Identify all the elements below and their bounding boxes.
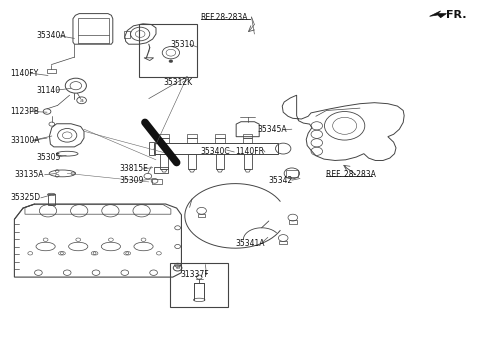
Text: 31337F: 31337F — [180, 270, 209, 279]
Bar — [139, 24, 197, 76]
Text: 33815E: 33815E — [119, 165, 148, 173]
Bar — [286, 170, 298, 177]
Text: 35341A: 35341A — [235, 239, 264, 248]
Text: 31140: 31140 — [36, 86, 60, 95]
Bar — [170, 263, 228, 307]
Bar — [124, 31, 130, 38]
Bar — [188, 154, 196, 169]
Text: 35340C: 35340C — [201, 148, 230, 156]
Bar — [48, 194, 55, 205]
Text: 1123PB: 1123PB — [11, 107, 39, 116]
Bar — [149, 142, 155, 155]
Text: 35305: 35305 — [36, 153, 61, 162]
Bar — [243, 134, 252, 138]
Bar — [215, 138, 225, 143]
Text: REF.28-283A: REF.28-283A — [201, 13, 248, 21]
Text: FR.: FR. — [446, 10, 467, 20]
Bar — [159, 138, 169, 143]
Text: a: a — [80, 98, 84, 103]
Text: 35342: 35342 — [269, 176, 293, 185]
Text: 33100A: 33100A — [11, 136, 40, 145]
Bar — [215, 134, 225, 138]
Bar — [154, 167, 168, 173]
Bar — [198, 214, 205, 217]
Text: B: B — [176, 266, 180, 270]
Text: 1140FR: 1140FR — [235, 148, 264, 156]
Bar — [159, 134, 169, 138]
Bar — [243, 138, 252, 143]
Bar — [160, 154, 168, 169]
Text: 35312K: 35312K — [163, 78, 192, 87]
Text: 35310: 35310 — [170, 40, 195, 49]
Text: 35309: 35309 — [119, 176, 144, 185]
Bar — [47, 69, 56, 73]
Bar — [279, 241, 287, 244]
Bar — [154, 143, 278, 154]
Polygon shape — [430, 11, 446, 18]
Text: 35345A: 35345A — [257, 125, 287, 134]
Text: 35325D: 35325D — [11, 193, 41, 202]
Bar — [187, 138, 197, 143]
Circle shape — [169, 60, 173, 63]
Text: 35340A: 35340A — [36, 31, 66, 40]
Bar — [244, 154, 252, 169]
Bar — [289, 220, 297, 224]
Bar — [187, 134, 197, 138]
Bar — [216, 154, 224, 169]
Text: 33135A: 33135A — [14, 170, 44, 179]
Bar — [152, 178, 162, 184]
Bar — [78, 18, 109, 35]
Text: REF. 28-283A: REF. 28-283A — [326, 170, 376, 178]
Text: 1140FY: 1140FY — [11, 69, 39, 78]
